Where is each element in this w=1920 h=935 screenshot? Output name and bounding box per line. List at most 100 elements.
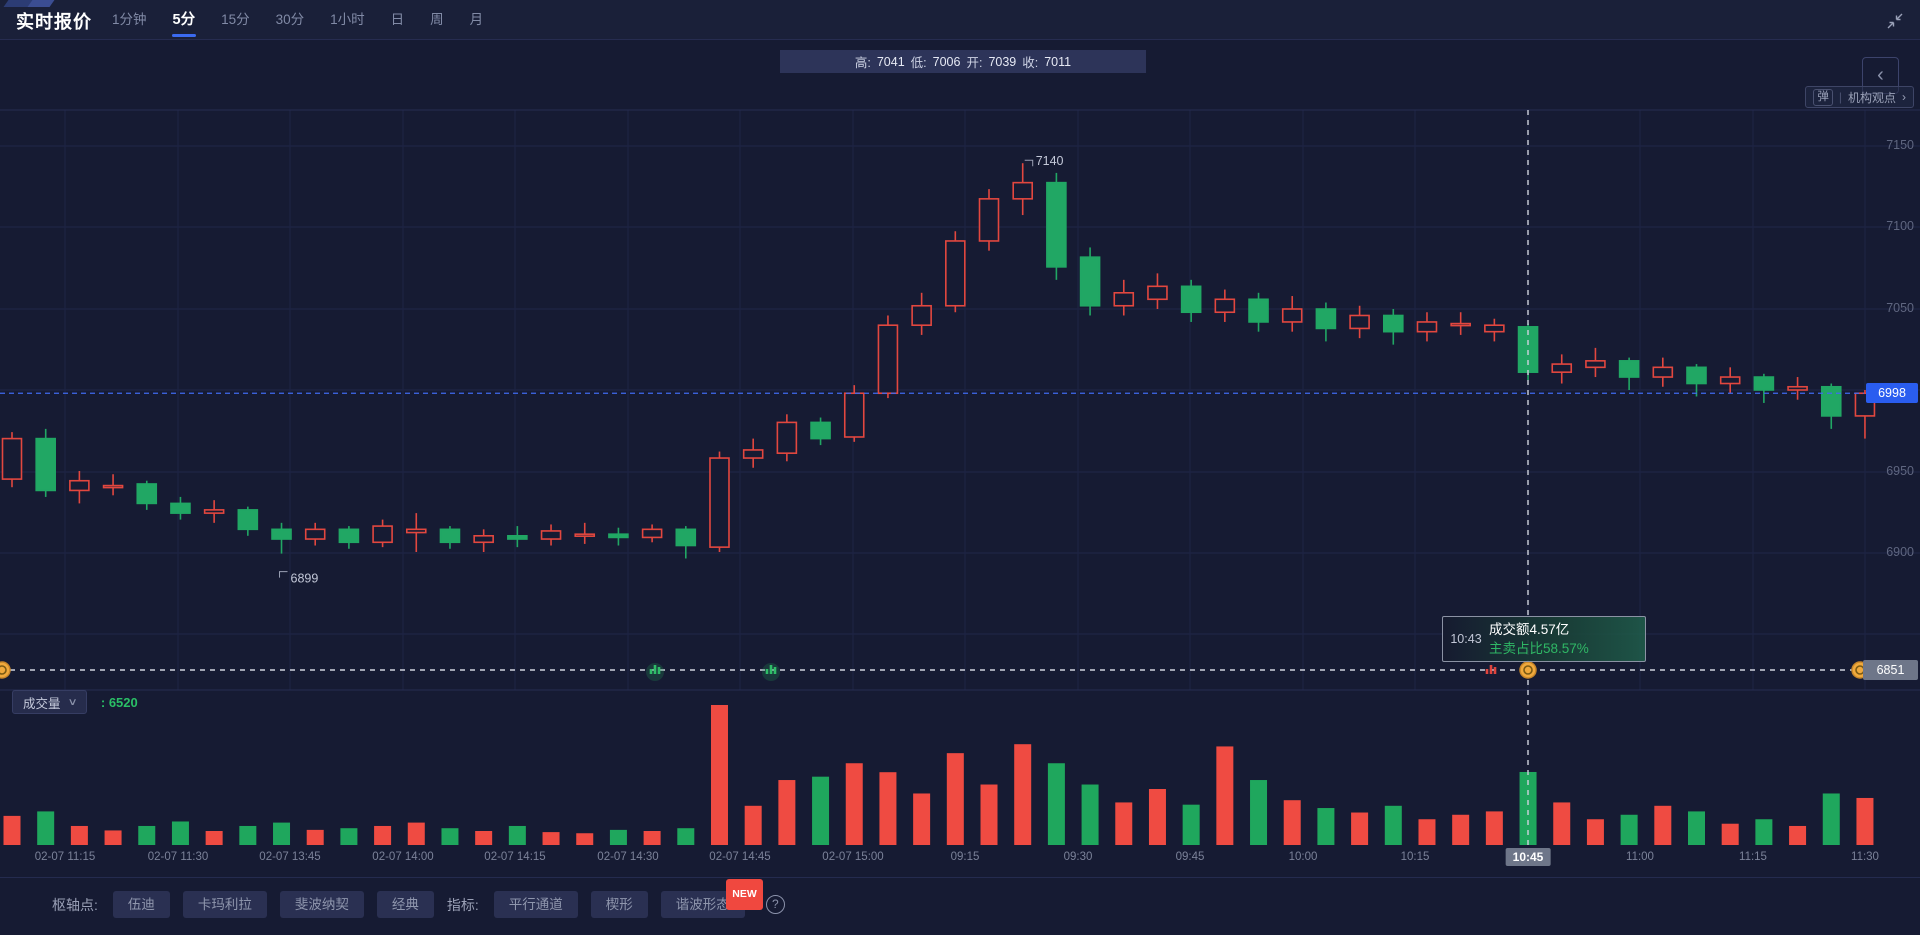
candle-body	[1787, 385, 1808, 391]
tab-30分[interactable]: 30分	[275, 12, 305, 27]
volume-bar	[1384, 805, 1402, 845]
volume-bar	[778, 780, 796, 845]
candle-body	[203, 509, 225, 514]
volume-bar	[1047, 763, 1065, 845]
tab-1分钟[interactable]: 1分钟	[112, 12, 147, 27]
pivot-button-斐波纳契[interactable]: 斐波纳契	[279, 891, 364, 918]
time-axis-label: 09:45	[1175, 851, 1205, 863]
chevron-right-icon: ›	[1902, 90, 1906, 104]
time-axis-label: 10:15	[1400, 851, 1430, 863]
volume-bar	[744, 805, 762, 845]
volume-bar	[1216, 746, 1234, 845]
candle-body	[1147, 285, 1168, 301]
candle-body	[978, 198, 1000, 242]
volume-bar	[1586, 819, 1604, 845]
volume-bar	[1014, 744, 1032, 845]
time-axis-label: 02-07 14:30	[597, 851, 659, 863]
pivot-button-经典[interactable]: 经典	[376, 891, 434, 918]
candle-body	[1820, 385, 1842, 417]
volume-bar	[306, 829, 324, 845]
price-axis-label: 6900	[1886, 545, 1914, 559]
volume-indicator-selector[interactable]: 成交量 ∨	[12, 690, 87, 714]
candle-body	[1484, 324, 1505, 333]
volume-bar	[609, 829, 627, 845]
ohlc-open-label: 开:	[966, 56, 983, 70]
candle-body	[304, 528, 326, 540]
indicator-label: 指标:	[446, 896, 479, 913]
divider: |	[1838, 90, 1842, 104]
volume-bar	[845, 763, 863, 845]
red-bars-marker-icon[interactable]	[1489, 665, 1493, 674]
green-bars-marker-icon[interactable]	[657, 667, 661, 674]
crosshair-price-tag: 6851	[1863, 660, 1918, 680]
candle-body	[1248, 298, 1269, 323]
help-icon[interactable]: ?	[765, 895, 785, 914]
volume-bar	[1856, 797, 1874, 845]
bottom-toolbar: 枢轴点: 伍迪 卡玛利拉 斐波纳契 经典 指标: 平行通道 楔形 谐波形态 NEW?	[0, 877, 1920, 935]
volume-bar	[508, 825, 526, 845]
time-axis-label: 09:15	[950, 851, 980, 863]
time-axis-label: 02-07 11:15	[34, 851, 96, 863]
volume-bar	[1620, 814, 1638, 845]
candle-body	[1585, 360, 1606, 369]
pivot-button-伍迪[interactable]: 伍迪	[112, 891, 170, 918]
timeframe-tabs: 1分钟 5分 15分 30分 1小时 日 周 月	[112, 0, 483, 40]
candle-body	[1349, 314, 1370, 330]
red-bars-marker-icon[interactable]	[1493, 667, 1497, 674]
green-bars-marker-icon[interactable]	[769, 665, 773, 674]
green-bars-marker-icon[interactable]	[773, 667, 777, 674]
volume-bar	[677, 828, 695, 845]
coin-marker-icon[interactable]	[0, 661, 11, 679]
pivot-button-卡玛利拉[interactable]: 卡玛利拉	[182, 891, 267, 918]
candle-body	[69, 479, 90, 492]
low-annotation: 6899	[291, 572, 319, 586]
tab-月[interactable]: 月	[469, 12, 484, 27]
green-bars-marker-icon[interactable]	[649, 669, 653, 674]
candle-body	[136, 483, 158, 505]
volume-bar	[980, 784, 998, 845]
volume-bar	[1822, 793, 1840, 845]
indicator-button-平行通道[interactable]: 平行通道	[493, 891, 578, 918]
green-bars-marker-icon[interactable]	[765, 669, 769, 674]
tab-周[interactable]: 周	[430, 12, 444, 27]
indicator-button-楔形[interactable]: 楔形	[590, 891, 648, 918]
ohlc-tooltip-bar: 高: 7041 低: 7006 开: 7039 收: 7011	[780, 50, 1146, 73]
candle-body	[1281, 308, 1303, 323]
ohlc-high-value: 7041	[876, 54, 905, 69]
time-axis-label: 02-07 14:45	[709, 851, 771, 863]
candle-body	[641, 528, 663, 539]
ohlc-low-label: 低:	[910, 56, 927, 70]
indicator-button-谐波形态[interactable]: 谐波形态 NEW	[660, 879, 763, 918]
tab-5分[interactable]: 5分	[173, 0, 196, 40]
candle-body	[877, 324, 899, 395]
tab-15分[interactable]: 15分	[221, 12, 250, 27]
candle-body	[237, 509, 259, 531]
coin-marker-icon[interactable]	[1519, 661, 1537, 679]
candle-body	[675, 528, 697, 547]
institution-view-link[interactable]: 弹 | 机构观点 ›	[1805, 86, 1914, 108]
volume-indicator-label: 成交量	[23, 696, 61, 711]
time-axis-label: 10:00	[1288, 851, 1318, 863]
time-axis-label: 02-07 14:15	[484, 851, 546, 863]
time-axis-label: 11:30	[1851, 851, 1879, 863]
candle-body	[372, 525, 393, 544]
price-axis-label: 7100	[1886, 219, 1914, 233]
candle-body	[170, 502, 191, 514]
volume-bar	[340, 828, 358, 845]
red-bars-marker-icon[interactable]	[1485, 669, 1489, 674]
volume-bar	[946, 753, 964, 845]
volume-bar	[475, 831, 493, 845]
time-axis: 02-07 11:15 02-07 11:30 02-07 13:45 02-07 1…	[0, 848, 1920, 868]
tab-1小时[interactable]: 1小时	[330, 12, 365, 27]
time-axis-label: 02-07 13:45	[259, 851, 321, 863]
collapse-icon[interactable]	[1886, 12, 1904, 30]
candle-body	[1551, 363, 1573, 373]
green-bars-marker-icon[interactable]	[653, 665, 657, 674]
candle-body	[1046, 181, 1067, 268]
volume-bar	[812, 776, 830, 845]
tab-日[interactable]: 日	[390, 12, 405, 27]
volume-bar	[542, 832, 560, 845]
volume-value: : 6520	[100, 694, 138, 710]
